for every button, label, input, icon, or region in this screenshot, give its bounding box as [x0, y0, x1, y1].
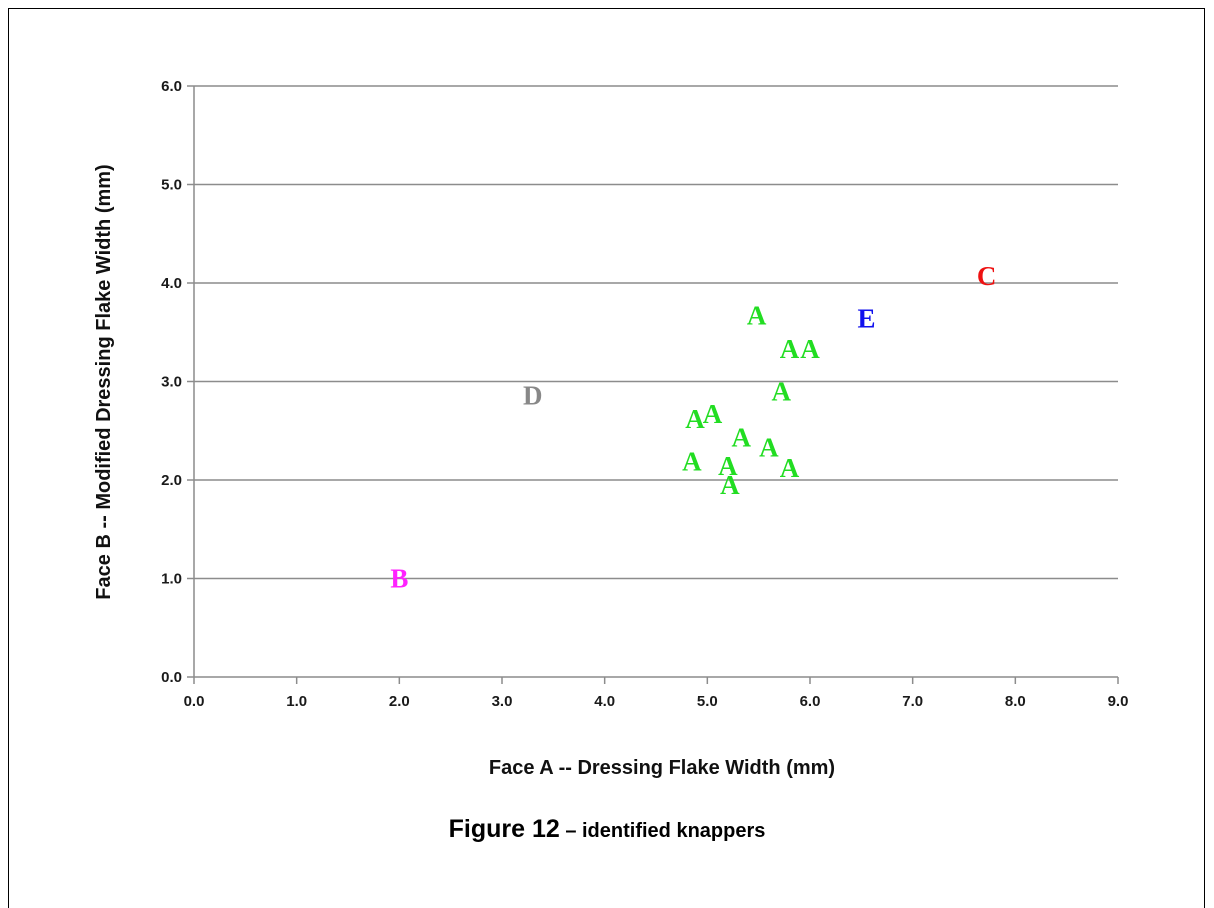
y-tick-label-2: 2.0: [161, 472, 182, 489]
figure-description: – identified knappers: [560, 820, 766, 842]
x-tick-label-9: 9.0: [1108, 693, 1129, 710]
point-a-8: A: [682, 446, 702, 476]
point-a-3: A: [772, 376, 792, 406]
x-tick-label-7: 7.0: [902, 693, 923, 710]
point-c-0: C: [977, 261, 997, 291]
x-tick-label-4: 4.0: [594, 693, 615, 710]
y-axis-title: Face B -- Modified Dressing Flake Width …: [93, 164, 115, 599]
x-tick-label-5: 5.0: [697, 693, 718, 710]
x-axis-title: Face A -- Dressing Flake Width (mm): [489, 757, 835, 779]
figure-caption: Figure 12 – identified knappers: [0, 815, 1214, 844]
tick-labels: 0.0 1.0 2.0 3.0 4.0 5.0 6.0 0.0 1.0 2.0 3.0 4.0 5.0 6…: [161, 78, 1128, 710]
point-a-5: A: [703, 399, 723, 429]
y-tick-label-1: 1.0: [161, 571, 182, 588]
gridlines: [194, 86, 1118, 579]
y-tick-label-3: 3.0: [161, 374, 182, 391]
x-tick-label-0: 0.0: [184, 693, 205, 710]
point-a-0: A: [747, 301, 767, 331]
x-tick-label-2: 2.0: [389, 693, 410, 710]
x-tick-label-6: 6.0: [800, 693, 821, 710]
point-b-0: B: [390, 564, 408, 594]
x-tick-label-1: 1.0: [286, 693, 307, 710]
y-tick-label-4: 4.0: [161, 275, 182, 292]
point-d-0: D: [523, 380, 543, 410]
point-a-10: A: [780, 453, 800, 483]
point-a-2: A: [800, 334, 820, 364]
x-tick-label-8: 8.0: [1005, 693, 1026, 710]
axes: [187, 86, 1118, 684]
x-tick-label-3: 3.0: [492, 693, 513, 710]
point-a-6: A: [731, 423, 751, 453]
y-tick-label-5: 5.0: [161, 177, 182, 194]
y-tick-label-6: 6.0: [161, 78, 182, 95]
point-e-0: E: [857, 303, 875, 333]
point-a-1: A: [780, 334, 800, 364]
point-a-11: A: [720, 470, 740, 500]
y-tick-label-0: 0.0: [161, 669, 182, 686]
figure-number: Figure 12: [449, 815, 560, 843]
point-a-7: A: [759, 432, 779, 462]
